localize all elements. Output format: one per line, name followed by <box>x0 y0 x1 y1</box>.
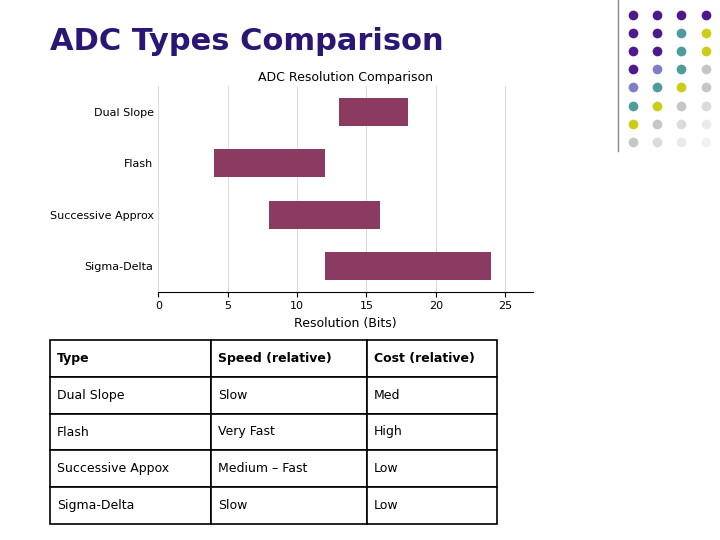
Bar <box>367 487 497 524</box>
Bar <box>50 450 211 487</box>
Text: Medium – Fast: Medium – Fast <box>217 462 307 475</box>
Bar <box>211 450 367 487</box>
Bar <box>50 340 211 377</box>
Bar <box>211 414 367 450</box>
Text: Slow: Slow <box>217 389 247 402</box>
Text: Speed (relative): Speed (relative) <box>217 352 331 365</box>
X-axis label: Resolution (Bits): Resolution (Bits) <box>294 317 397 330</box>
Title: ADC Resolution Comparison: ADC Resolution Comparison <box>258 71 433 84</box>
Text: Flash: Flash <box>57 426 90 438</box>
Text: ADC Types Comparison: ADC Types Comparison <box>50 27 444 56</box>
Bar <box>50 487 211 524</box>
Text: Cost (relative): Cost (relative) <box>374 352 475 365</box>
Bar <box>50 377 211 414</box>
Text: High: High <box>374 426 402 438</box>
Bar <box>367 340 497 377</box>
Text: Sigma-Delta: Sigma-Delta <box>57 499 135 512</box>
Bar <box>338 98 408 126</box>
Text: Slow: Slow <box>217 499 247 512</box>
Bar <box>211 487 367 524</box>
Bar <box>269 200 380 229</box>
Text: Low: Low <box>374 499 399 512</box>
Text: Successive Appox: Successive Appox <box>57 462 169 475</box>
Bar <box>214 149 325 178</box>
Text: Dual Slope: Dual Slope <box>57 389 125 402</box>
Bar <box>367 414 497 450</box>
Text: Low: Low <box>374 462 399 475</box>
Bar <box>50 414 211 450</box>
Text: Very Fast: Very Fast <box>217 426 274 438</box>
Bar <box>325 252 491 280</box>
Text: Type: Type <box>57 352 90 365</box>
Bar <box>367 450 497 487</box>
Bar <box>367 377 497 414</box>
Bar <box>211 377 367 414</box>
Bar <box>211 340 367 377</box>
Text: Med: Med <box>374 389 400 402</box>
